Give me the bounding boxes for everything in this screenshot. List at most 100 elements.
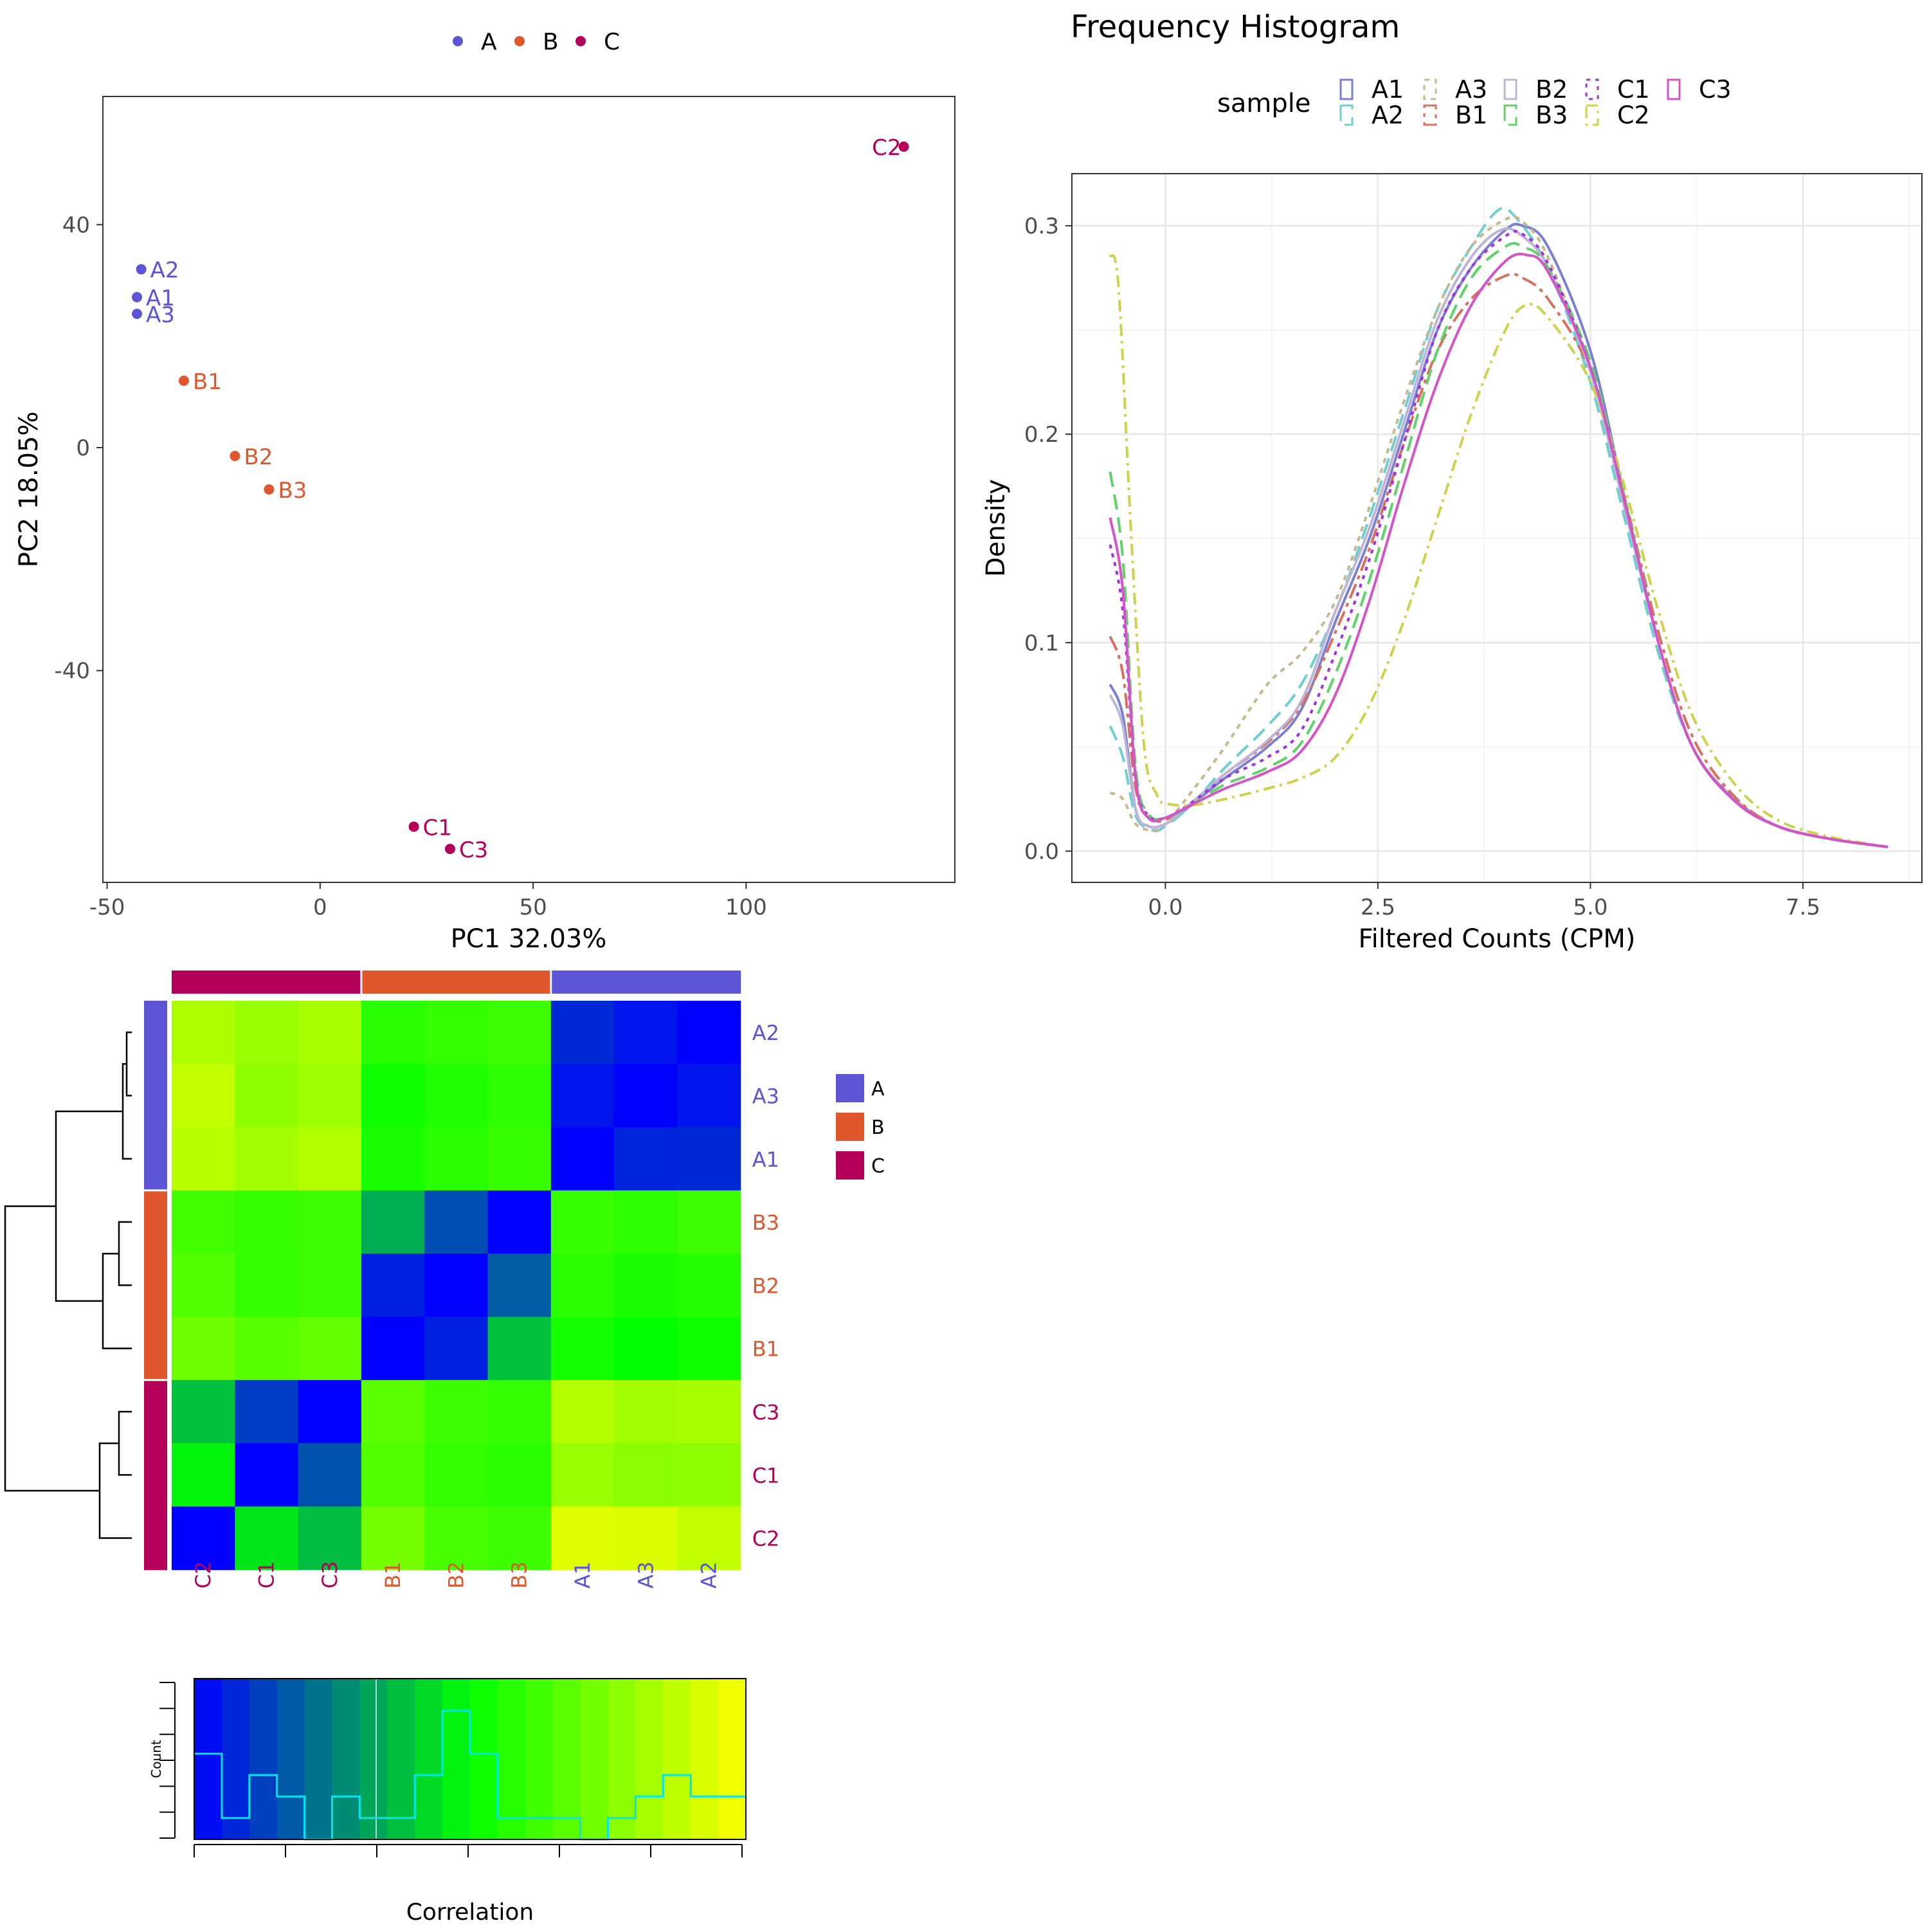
heatmap-cell xyxy=(677,1190,741,1254)
heatmap-cell xyxy=(424,1001,489,1064)
color-key-bin xyxy=(497,1679,526,1839)
color-key-x-axis-label: Correlation xyxy=(406,1899,534,1926)
color-key-y-axis-label: Count xyxy=(149,1740,164,1778)
pca-point-C3 xyxy=(444,844,455,854)
density-legend-key-C1 xyxy=(1585,78,1599,100)
heatmap-cell xyxy=(235,1380,299,1444)
heatmap-cell xyxy=(614,1380,678,1444)
heatmap-column-label-A3: A3 xyxy=(633,1562,658,1589)
density-legend-label-B3: B3 xyxy=(1535,101,1568,129)
heatmap-cell xyxy=(235,1506,299,1571)
pca-point-A2 xyxy=(136,264,147,275)
heatmap-legend-label-B: B xyxy=(871,1116,885,1139)
heatmap-cell xyxy=(677,1001,741,1064)
heatmap-cell xyxy=(677,1443,741,1507)
heatmap-cell xyxy=(361,1506,425,1571)
density-panel-border xyxy=(1071,173,1923,883)
heatmap-cell xyxy=(487,1127,552,1191)
density-x-tick-label: 7.5 xyxy=(1786,895,1820,920)
heatmap-row-label-C3: C3 xyxy=(752,1400,780,1425)
heatmap-cell xyxy=(614,1064,678,1128)
heatmap-column-label-C2: C2 xyxy=(191,1561,215,1589)
pca-x-tick-label: 50 xyxy=(519,895,547,920)
density-y-tick-label: 0.3 xyxy=(1024,214,1059,239)
heatmap-cell xyxy=(550,1317,615,1381)
color-key-bin xyxy=(387,1679,415,1839)
heatmap-cell xyxy=(424,1380,489,1444)
heatmap-cell xyxy=(298,1001,362,1064)
pca-point-label-A2: A2 xyxy=(150,258,179,284)
heatmap-row-annotation xyxy=(144,1253,167,1318)
pca-point-label-B1: B1 xyxy=(193,369,222,395)
heatmap-cell xyxy=(172,1317,235,1381)
heatmap-cell xyxy=(361,1127,425,1191)
pca-x-tick-label: 0 xyxy=(313,895,327,920)
density-axis-ticks: 0.0 2.5 5.0 7.5 0.0 0.1 0.2 0.3 xyxy=(1024,214,1820,920)
heatmap-cell xyxy=(361,1253,425,1318)
heatmap-cell xyxy=(487,1253,552,1318)
pca-y-tick-label: 0 xyxy=(76,435,90,461)
pca-legend-label-C: C xyxy=(604,29,620,55)
density-legend-key-C2 xyxy=(1585,104,1599,126)
heatmap-row-annotation xyxy=(144,1317,167,1381)
heatmap-cell xyxy=(361,1317,425,1381)
pca-point-label-A1: A1 xyxy=(146,286,175,311)
density-x-tick-label: 5.0 xyxy=(1573,895,1608,920)
heatmap-cell xyxy=(550,1380,615,1444)
pca-point-label-A3: A3 xyxy=(146,302,175,328)
density-line-C2 xyxy=(1109,254,1888,848)
heatmap-cell xyxy=(172,1190,235,1254)
heatmap-cell xyxy=(550,1190,615,1254)
color-key-bin xyxy=(552,1679,581,1839)
pca-legend: A B C xyxy=(453,29,620,55)
heatmap-cell xyxy=(235,1317,299,1381)
density-x-tick-label: 0.0 xyxy=(1148,895,1182,920)
density-x-tick-label: 2.5 xyxy=(1361,895,1395,920)
heatmap-row-annotation xyxy=(144,1506,167,1571)
heatmap-column-label-B2: B2 xyxy=(444,1562,468,1589)
pca-point-C1 xyxy=(408,821,419,832)
correlation-heatmap: A2 A3 A1 B3 B2 B1 C3 C1 C2 C2 C1 C3 B1 B2 B3 A1 A3 A2 ABC xyxy=(4,971,885,1589)
density-legend-key-A2 xyxy=(1339,104,1354,126)
heatmap-cell xyxy=(235,1253,299,1318)
heatmap-legend-label-C: C xyxy=(871,1155,885,1178)
heatmap-cell xyxy=(361,1443,425,1507)
heatmap-column-label-A2: A2 xyxy=(697,1562,721,1589)
heatmap-cell xyxy=(614,1506,678,1571)
density-y-axis-label: Density xyxy=(981,479,1011,577)
density-series-lines xyxy=(1109,206,1888,848)
heatmap-row-label-A2: A2 xyxy=(752,1021,779,1045)
density-legend-key-B3 xyxy=(1503,104,1517,126)
density-legend-label-B2: B2 xyxy=(1535,75,1568,104)
pca-point-label-C3: C3 xyxy=(459,837,488,863)
heatmap-row-label-A3: A3 xyxy=(752,1084,779,1109)
density-legend-key-A1 xyxy=(1339,78,1354,100)
heatmap-row-label-B2: B2 xyxy=(752,1273,779,1298)
heatmap-row-label-A1: A1 xyxy=(752,1147,779,1172)
heatmap-row-annotation xyxy=(144,1064,167,1128)
heatmap-cell xyxy=(298,1506,362,1571)
heatmap-row-annotation xyxy=(144,1001,167,1064)
density-y-tick-label: 0.1 xyxy=(1024,630,1059,656)
density-legend-label-B1: B1 xyxy=(1455,101,1487,129)
heatmap-cell xyxy=(361,1064,425,1128)
heatmap-cell xyxy=(172,1253,235,1318)
heatmap-cell xyxy=(298,1127,362,1191)
density-y-tick-label: 0.0 xyxy=(1024,839,1059,864)
heatmap-cell xyxy=(677,1064,741,1128)
color-key-axes xyxy=(159,1682,743,1857)
heatmap-column-annotation xyxy=(614,971,678,994)
heatmap-cell xyxy=(550,1064,615,1128)
heatmap-cell xyxy=(550,1506,615,1571)
pca-point-label-B3: B3 xyxy=(278,478,307,504)
color-key-bin xyxy=(359,1679,388,1839)
heatmap-row-label-B1: B1 xyxy=(752,1337,779,1362)
heatmap-cell xyxy=(677,1127,741,1191)
color-key-bin xyxy=(332,1679,360,1839)
density-legend-title: sample xyxy=(1217,89,1310,118)
heatmap-cell xyxy=(172,1443,235,1507)
heatmap-cell xyxy=(298,1190,362,1254)
color-key-bin xyxy=(194,1679,222,1839)
